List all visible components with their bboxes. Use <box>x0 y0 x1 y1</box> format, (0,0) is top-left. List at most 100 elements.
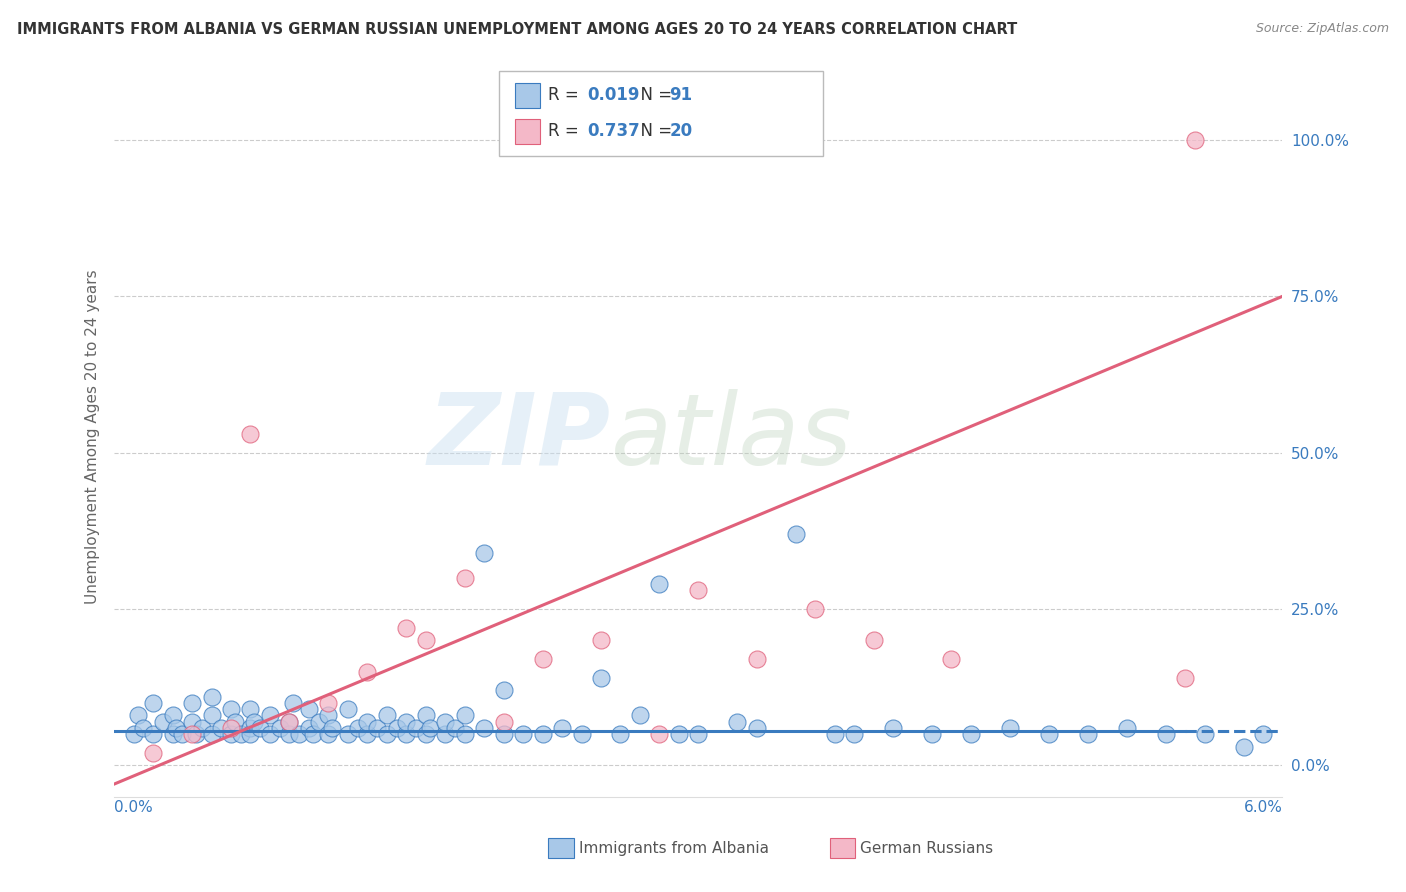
Point <box>243 714 266 729</box>
Point <box>346 721 368 735</box>
Point <box>419 721 441 735</box>
Point <box>453 571 475 585</box>
Point <box>200 708 222 723</box>
Text: N =: N = <box>630 87 678 104</box>
Point <box>492 683 515 698</box>
Point <box>181 714 204 729</box>
Point <box>142 696 165 710</box>
Point <box>492 727 515 741</box>
Point <box>132 721 155 735</box>
Point <box>321 721 343 735</box>
Point <box>298 702 321 716</box>
Point <box>571 727 593 741</box>
Point <box>375 708 398 723</box>
Point <box>356 714 378 729</box>
Point <box>1115 721 1137 735</box>
Point <box>259 708 281 723</box>
Text: IMMIGRANTS FROM ALBANIA VS GERMAN RUSSIAN UNEMPLOYMENT AMONG AGES 20 TO 24 YEARS: IMMIGRANTS FROM ALBANIA VS GERMAN RUSSIA… <box>17 22 1017 37</box>
Point <box>998 721 1021 735</box>
Point <box>336 702 359 716</box>
Point <box>444 721 467 735</box>
Point <box>181 696 204 710</box>
Point <box>551 721 574 735</box>
Point <box>356 665 378 679</box>
Point <box>278 714 301 729</box>
Point <box>318 708 340 723</box>
Point <box>688 727 710 741</box>
Point <box>166 721 188 735</box>
Point <box>162 708 184 723</box>
Point <box>191 721 214 735</box>
Point <box>239 426 262 441</box>
Point <box>239 702 262 716</box>
Point <box>668 727 690 741</box>
Point <box>239 721 262 735</box>
Point <box>960 727 983 741</box>
Point <box>278 727 301 741</box>
Point <box>882 721 904 735</box>
Point <box>127 708 149 723</box>
Point <box>336 727 359 741</box>
Point <box>589 671 612 685</box>
Text: ZIP: ZIP <box>427 389 610 485</box>
Text: R =: R = <box>548 122 585 140</box>
Text: N =: N = <box>630 122 678 140</box>
Point <box>434 727 457 741</box>
Point <box>239 727 262 741</box>
Point <box>1154 727 1177 741</box>
Point <box>298 721 321 735</box>
Point <box>219 721 242 735</box>
Point <box>842 727 865 741</box>
Point <box>472 721 495 735</box>
Point <box>288 727 311 741</box>
Text: 6.0%: 6.0% <box>1244 800 1282 814</box>
Point <box>184 727 207 741</box>
Point <box>405 721 427 735</box>
Point <box>385 721 408 735</box>
Text: Source: ZipAtlas.com: Source: ZipAtlas.com <box>1256 22 1389 36</box>
Point <box>1077 727 1099 741</box>
Y-axis label: Unemployment Among Ages 20 to 24 years: Unemployment Among Ages 20 to 24 years <box>86 269 100 604</box>
Point <box>301 727 323 741</box>
Point <box>162 727 184 741</box>
Point <box>415 708 437 723</box>
Point <box>219 702 242 716</box>
Point <box>745 721 768 735</box>
Point <box>395 727 418 741</box>
Point <box>152 714 174 729</box>
Point <box>142 746 165 760</box>
Text: 0.0%: 0.0% <box>114 800 153 814</box>
Point <box>609 727 631 741</box>
Point <box>395 714 418 729</box>
Point <box>492 714 515 729</box>
Point <box>308 714 330 729</box>
Point <box>356 727 378 741</box>
Point <box>453 708 475 723</box>
Point <box>589 633 612 648</box>
Point <box>224 714 246 729</box>
Point <box>745 652 768 666</box>
Point <box>283 696 305 710</box>
Point <box>648 577 671 591</box>
Point <box>512 727 534 741</box>
Point <box>366 721 388 735</box>
Point <box>472 546 495 560</box>
Point <box>725 714 748 729</box>
Point <box>531 727 554 741</box>
Point <box>862 633 884 648</box>
Point <box>318 696 340 710</box>
Text: 0.019: 0.019 <box>588 87 640 104</box>
Text: Immigrants from Albania: Immigrants from Albania <box>579 841 769 855</box>
Point <box>395 621 418 635</box>
Point <box>269 721 291 735</box>
Point <box>1174 671 1197 685</box>
Text: atlas: atlas <box>610 389 852 485</box>
Point <box>172 727 194 741</box>
Point <box>1038 727 1060 741</box>
Point <box>1184 133 1206 147</box>
Point <box>1232 739 1254 754</box>
Point <box>804 602 827 616</box>
Point <box>375 727 398 741</box>
Point <box>688 583 710 598</box>
Point <box>278 714 301 729</box>
